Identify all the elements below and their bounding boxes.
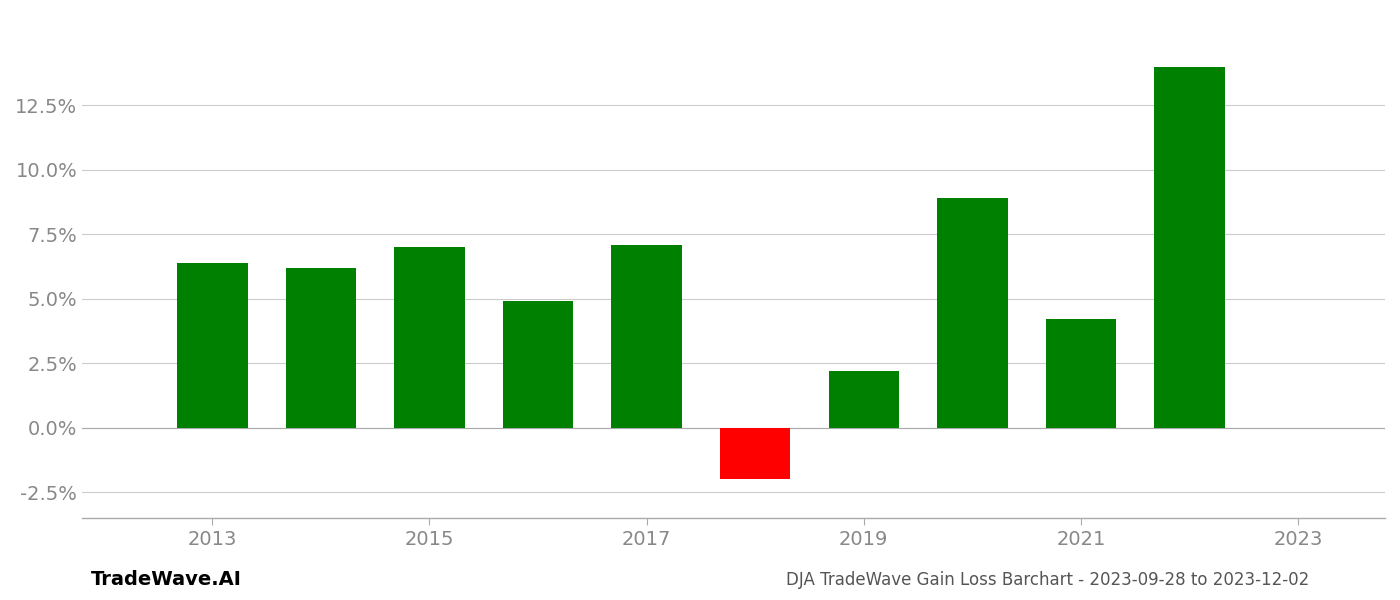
Text: TradeWave.AI: TradeWave.AI	[91, 570, 242, 589]
Bar	[720, 428, 791, 479]
Bar	[937, 198, 1008, 428]
Bar	[612, 245, 682, 428]
Bar	[1046, 319, 1116, 428]
Bar	[395, 247, 465, 428]
Bar	[1154, 67, 1225, 428]
Bar	[176, 263, 248, 428]
Bar	[286, 268, 356, 428]
Bar	[503, 301, 574, 428]
Bar	[829, 371, 899, 428]
Text: DJA TradeWave Gain Loss Barchart - 2023-09-28 to 2023-12-02: DJA TradeWave Gain Loss Barchart - 2023-…	[785, 571, 1309, 589]
